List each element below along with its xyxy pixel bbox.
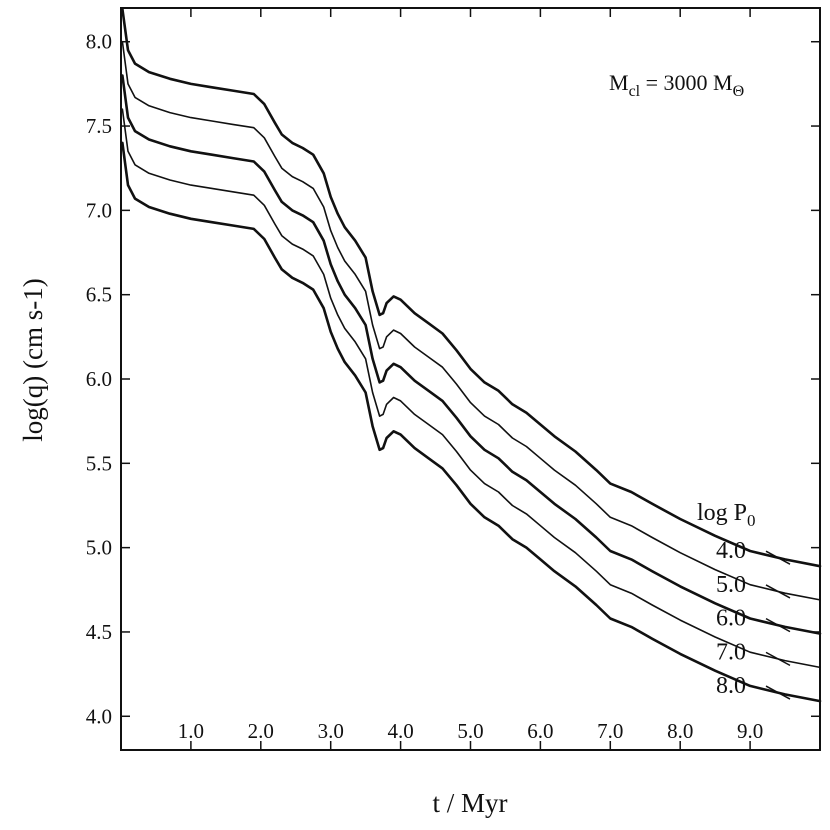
annotation-sun-symbol: Θ xyxy=(733,83,745,100)
x-tick-label: 2.0 xyxy=(248,719,274,743)
curve-logP0-6.0 xyxy=(121,74,822,635)
curves xyxy=(121,7,822,703)
y-tick-label: 5.0 xyxy=(86,536,112,560)
x-axis-label: t / Myr xyxy=(432,788,507,818)
y-tick-label: 7.0 xyxy=(86,198,112,222)
annotation-m: M xyxy=(609,70,629,95)
curve-label-leader xyxy=(765,617,791,633)
y-axis-label: log(q) (cm s-1) xyxy=(18,278,48,441)
curve-label-leader xyxy=(765,651,791,667)
curve-logP0-5.0 xyxy=(121,40,821,601)
curve-label-leader xyxy=(765,550,791,565)
y-tick-label: 5.5 xyxy=(86,451,112,475)
legend-title-main: log P xyxy=(697,500,747,526)
tick-labels: 1.0 2.0 3.0 4.0 5.0 6.0 7.0 8.0 9.0 4.0 4.5 5.0 5.5 6… xyxy=(86,30,763,743)
x-tick-label: 9.0 xyxy=(737,719,763,743)
annotation-sub: cl xyxy=(629,83,641,100)
curve-label-8.0: 8.0 xyxy=(716,673,746,699)
x-tick-label: 1.0 xyxy=(178,719,204,743)
x-tick-label: 6.0 xyxy=(527,719,553,743)
annotation-rest: = 3000 M xyxy=(640,70,732,95)
y-tick-label: 7.5 xyxy=(86,114,112,138)
y-tick-label: 4.5 xyxy=(86,620,112,644)
annotation-mass: Mcl = 3000 MΘ xyxy=(609,70,744,100)
curve-label-5.0: 5.0 xyxy=(716,572,746,598)
y-tick-label: 6.5 xyxy=(86,283,112,307)
x-tick-label: 4.0 xyxy=(387,719,413,743)
legend-title-sub: 0 xyxy=(747,511,756,530)
y-tick-label: 4.0 xyxy=(86,704,112,728)
curve-logP0-7.0 xyxy=(121,108,821,669)
y-tick-label: 6.0 xyxy=(86,367,112,391)
curve-label-7.0: 7.0 xyxy=(716,639,746,665)
curve-label-6.0: 6.0 xyxy=(716,606,746,632)
legend-title: log P0 xyxy=(697,500,756,530)
x-tick-label: 8.0 xyxy=(667,719,693,743)
curve-label-leader xyxy=(765,584,791,599)
curve-label-leader xyxy=(765,685,791,700)
curve-logP0-4.0 xyxy=(121,7,822,568)
x-tick-label: 5.0 xyxy=(457,719,483,743)
x-tick-label: 7.0 xyxy=(597,719,623,743)
curve-labels: 4.0 5.0 6.0 7.0 8.0 xyxy=(716,538,791,700)
curve-label-4.0: 4.0 xyxy=(716,538,746,564)
y-tick-label: 8.0 xyxy=(86,30,112,54)
x-tick-label: 3.0 xyxy=(318,719,344,743)
curve-logP0-8.0 xyxy=(121,141,822,703)
